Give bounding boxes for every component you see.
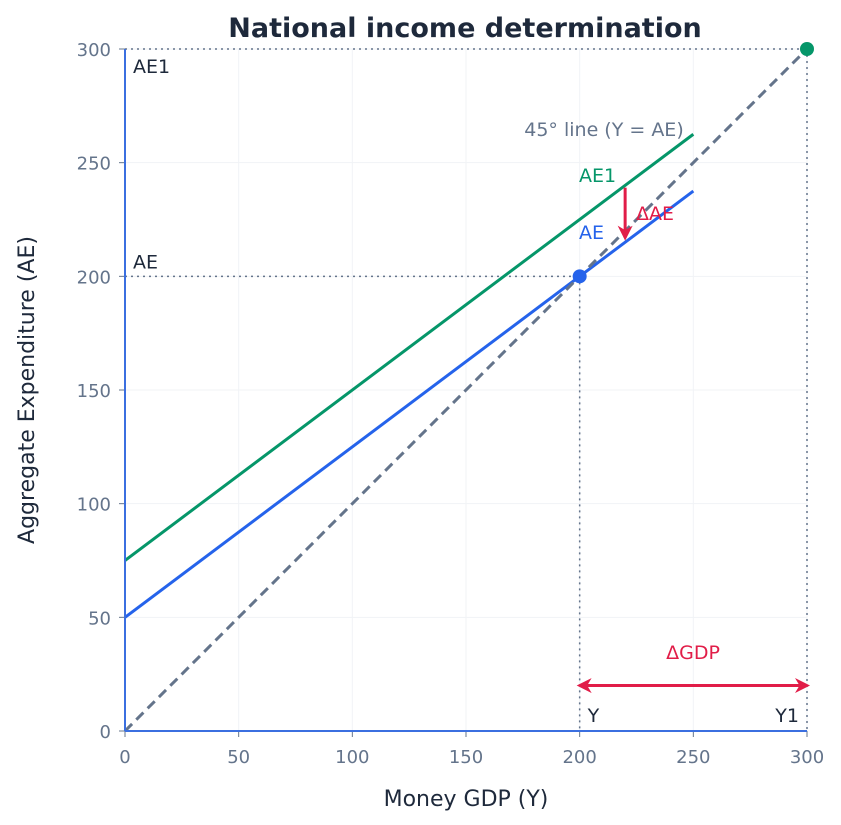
- equilibrium-point: [572, 269, 587, 284]
- y-tick-label: 50: [88, 608, 111, 629]
- x-tick-label: 50: [227, 747, 250, 768]
- annotation-delta-gdp: ΔGDP: [666, 642, 720, 664]
- y-axis-marker-ae1: AE1: [133, 56, 170, 78]
- annotation-delta-ae: ΔAE: [636, 203, 674, 225]
- y-tick-label: 100: [77, 495, 111, 516]
- y-tick-label: 250: [77, 154, 111, 175]
- y-axis-label: Aggregate Expenditure (AE): [15, 236, 40, 544]
- chart-title: National income determination: [228, 13, 701, 44]
- series-line-ae: [124, 189, 695, 619]
- x-axis-marker-y: Y: [587, 705, 600, 727]
- x-tick-label: 250: [676, 747, 710, 768]
- x-tick-label: 300: [790, 747, 824, 768]
- y-tick-label: 0: [100, 722, 111, 743]
- x-axis-label: Money GDP (Y): [384, 787, 549, 812]
- y-tick-label: 200: [77, 267, 111, 288]
- y-tick-label: 300: [77, 40, 111, 61]
- series-line-ae1: [124, 133, 695, 562]
- equilibrium-point: [800, 42, 814, 56]
- label-ae: AE: [579, 222, 604, 244]
- y-tick-label: 150: [77, 381, 111, 402]
- x-tick-label: 150: [449, 747, 483, 768]
- label-ae1: AE1: [579, 165, 616, 187]
- x-tick-label: 0: [119, 747, 130, 768]
- label-45-line: 45° line (Y = AE): [524, 119, 683, 141]
- x-axis-marker-y1: Y1: [774, 705, 799, 727]
- y-axis-marker-ae: AE: [133, 251, 158, 273]
- x-tick-label: 100: [335, 747, 369, 768]
- x-tick-label: 200: [562, 747, 596, 768]
- series-line-45-line-y-ae-: [123, 47, 809, 733]
